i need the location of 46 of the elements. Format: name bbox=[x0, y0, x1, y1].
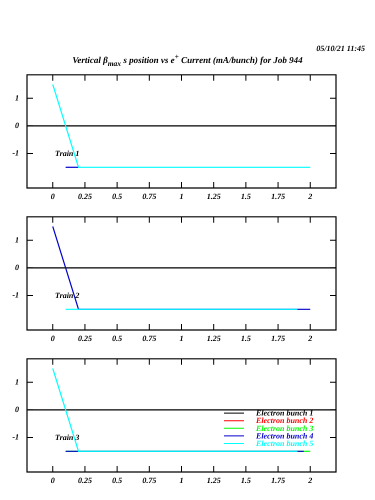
y-tick-label: 1 bbox=[15, 235, 19, 244]
text: 05/10/21 11:45 bbox=[316, 44, 365, 53]
x-tick-label: 0 bbox=[50, 192, 55, 201]
y-tick-label: -1 bbox=[12, 148, 19, 158]
x-tick-label: 2 bbox=[307, 192, 312, 201]
x-tick-label: 1 bbox=[180, 476, 184, 485]
x-tick-label: 1.25 bbox=[206, 192, 221, 201]
legend-label: Electron bunch 1 bbox=[255, 408, 314, 418]
annotation: Train 2 bbox=[55, 291, 80, 300]
x-tick-label: 0.5 bbox=[112, 334, 122, 343]
x-tick-label: 0.25 bbox=[78, 192, 92, 201]
x-tick-label: 0.25 bbox=[78, 476, 92, 485]
legend-label: Electron bunch 3 bbox=[255, 424, 314, 433]
x-tick-label: 1.75 bbox=[271, 192, 286, 201]
y-tick-label: 0 bbox=[15, 120, 19, 130]
legend-label: Electron bunch 2 bbox=[255, 416, 314, 426]
legend-label: Electron bunch 5 bbox=[255, 439, 314, 448]
y-tick-label: -1 bbox=[12, 432, 19, 442]
x-tick-label: 1 bbox=[180, 334, 184, 343]
x-tick-label: 1.5 bbox=[240, 192, 251, 201]
annotation: Train 1 bbox=[55, 149, 80, 158]
y-tick-label: 0 bbox=[15, 262, 19, 272]
x-tick-label: 1 bbox=[180, 192, 184, 201]
x-tick-label: 0.5 bbox=[112, 476, 122, 485]
x-tick-label: 2 bbox=[307, 334, 312, 343]
x-tick-label: 0 bbox=[50, 334, 55, 343]
x-tick-label: 0 bbox=[50, 476, 55, 485]
y-tick-label: 0 bbox=[15, 404, 19, 414]
x-tick-label: 0.75 bbox=[142, 192, 156, 201]
x-tick-label: 0.5 bbox=[112, 192, 122, 201]
x-tick-label: 1.75 bbox=[271, 476, 286, 485]
x-tick-label: 1.75 bbox=[271, 334, 286, 343]
x-tick-label: 1.25 bbox=[206, 476, 221, 485]
annotation: Train 3 bbox=[55, 433, 80, 442]
x-tick-label: 2 bbox=[307, 476, 312, 485]
y-tick-label: -1 bbox=[12, 290, 19, 300]
x-tick-label: 0.25 bbox=[78, 334, 92, 343]
x-tick-label: 1.25 bbox=[206, 334, 221, 343]
y-tick-label: 1 bbox=[15, 93, 19, 102]
x-tick-label: 1.5 bbox=[240, 334, 251, 343]
x-tick-label: 0.75 bbox=[142, 334, 156, 343]
x-tick-label: 1.5 bbox=[240, 476, 251, 485]
legend-label: Electron bunch 4 bbox=[255, 431, 314, 440]
x-tick-label: 0.75 bbox=[142, 476, 156, 485]
y-tick-label: 1 bbox=[15, 377, 19, 386]
chart-title: Vertical β$_{max}$ s position vs e$^{+}$ Current (mA/bunch) for Job 944 bbox=[71, 52, 304, 68]
